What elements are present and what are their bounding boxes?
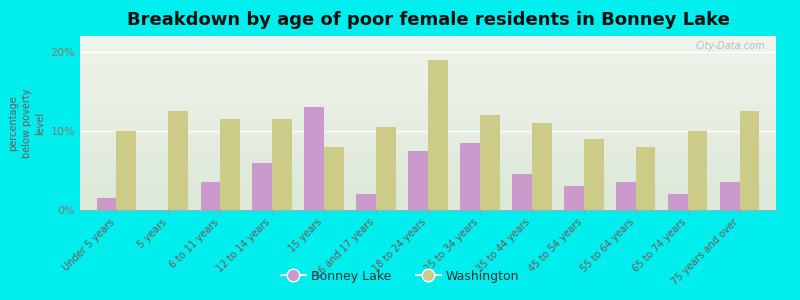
Bar: [584, 139, 603, 210]
Bar: [253, 163, 272, 210]
Bar: [201, 182, 220, 210]
Bar: [97, 198, 116, 210]
Bar: [460, 143, 480, 210]
Bar: [272, 119, 292, 210]
Y-axis label: percentage
below poverty
level: percentage below poverty level: [9, 88, 45, 158]
Bar: [616, 182, 636, 210]
Bar: [720, 182, 740, 210]
Legend: Bonney Lake, Washington: Bonney Lake, Washington: [275, 265, 525, 288]
Bar: [688, 131, 707, 210]
Bar: [428, 60, 448, 210]
Bar: [116, 131, 136, 210]
Bar: [512, 174, 532, 210]
Bar: [408, 151, 428, 210]
Bar: [480, 115, 500, 210]
Bar: [636, 147, 655, 210]
Bar: [304, 107, 324, 210]
Text: City-Data.com: City-Data.com: [696, 41, 766, 51]
Bar: [356, 194, 376, 210]
Bar: [740, 111, 759, 210]
Bar: [376, 127, 396, 210]
Bar: [532, 123, 552, 210]
Bar: [668, 194, 688, 210]
Title: Breakdown by age of poor female residents in Bonney Lake: Breakdown by age of poor female resident…: [126, 11, 730, 29]
Bar: [324, 147, 344, 210]
Bar: [564, 186, 584, 210]
Bar: [168, 111, 188, 210]
Bar: [220, 119, 240, 210]
